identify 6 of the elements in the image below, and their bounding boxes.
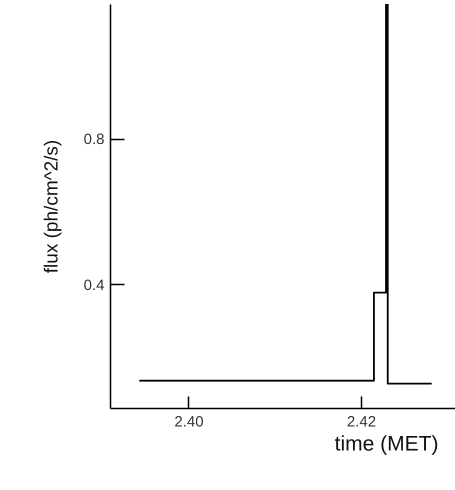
y-tick-label: 0.4 <box>84 276 104 294</box>
x-tick-label: 2.42 <box>346 414 376 430</box>
y-axis-title: flux (ph/cm^2/s) <box>42 140 63 274</box>
x-axis-title: time (MET) <box>334 432 438 456</box>
y-tick-label: 0.8 <box>84 131 104 148</box>
x-tick-label: 2.40 <box>174 414 204 430</box>
